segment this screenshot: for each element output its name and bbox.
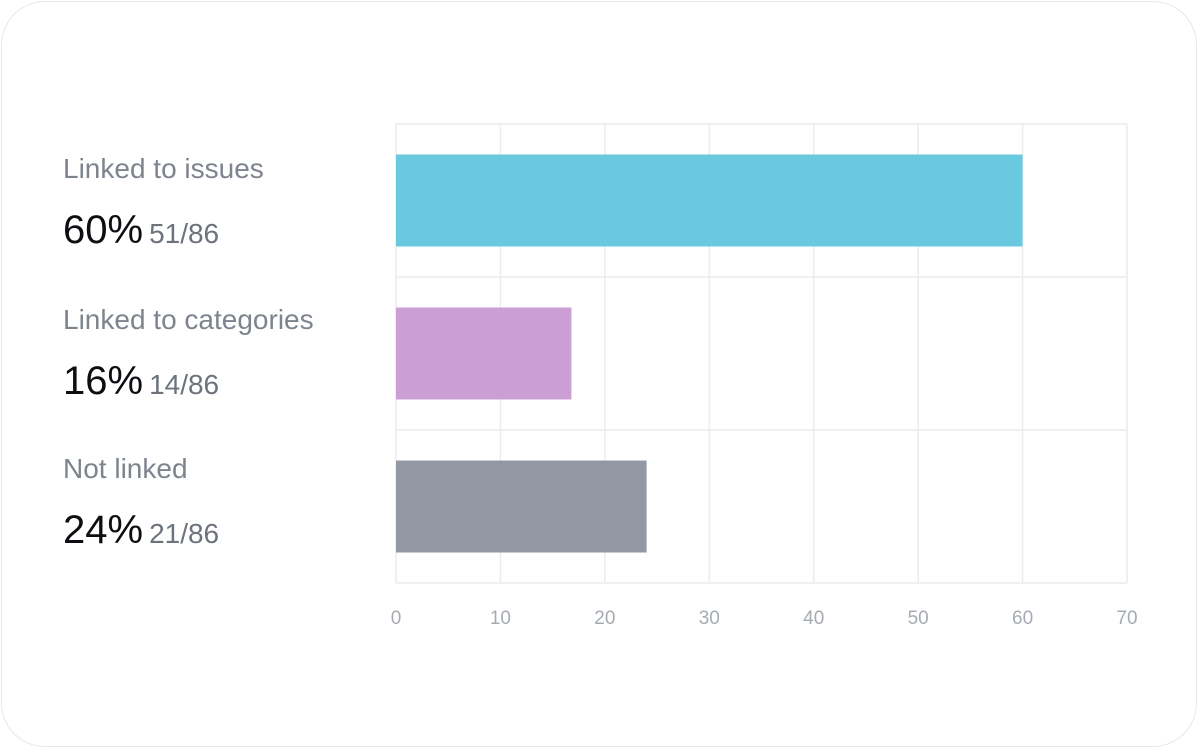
category-name: Linked to categories [63, 304, 314, 335]
row-label-linked-to-issues: Linked to issues 60% 51/86 [63, 152, 383, 261]
x-tick-label: 50 [908, 608, 929, 629]
fraction-value: 51/86 [149, 218, 220, 249]
bar-linked-to-categories [396, 307, 572, 400]
x-tick-label: 70 [1116, 608, 1137, 629]
category-labels: Linked to issues 60% 51/86 Linked to cate… [2, 2, 382, 752]
row-label-not-linked: Not linked 24% 21/86 [63, 452, 383, 561]
category-stat: 24% 21/86 [63, 508, 383, 561]
percent-value: 60% [63, 208, 144, 252]
row-label-linked-to-categories: Linked to categories 16% 14/86 [63, 303, 383, 412]
x-tick-label: 40 [803, 608, 824, 629]
bars [396, 154, 1023, 553]
percent-value: 16% [63, 359, 144, 403]
fraction-value: 14/86 [149, 369, 220, 400]
bar-not-linked [396, 460, 647, 553]
category-stat: 16% 14/86 [63, 359, 383, 412]
category-name: Not linked [63, 453, 188, 484]
x-tick-label: 60 [1012, 608, 1033, 629]
x-tick-label: 30 [699, 608, 720, 629]
x-tick-label: 10 [490, 608, 511, 629]
x-tick-label: 0 [391, 608, 402, 629]
bar-linked-to-issues [396, 154, 1023, 247]
x-axis-ticks: 0 10 20 30 40 50 60 70 [391, 608, 1138, 629]
x-tick-label: 20 [594, 608, 615, 629]
fraction-value: 21/86 [149, 518, 220, 549]
category-name: Linked to issues [63, 153, 264, 184]
category-stat: 60% 51/86 [63, 208, 383, 261]
percent-value: 24% [63, 508, 144, 552]
